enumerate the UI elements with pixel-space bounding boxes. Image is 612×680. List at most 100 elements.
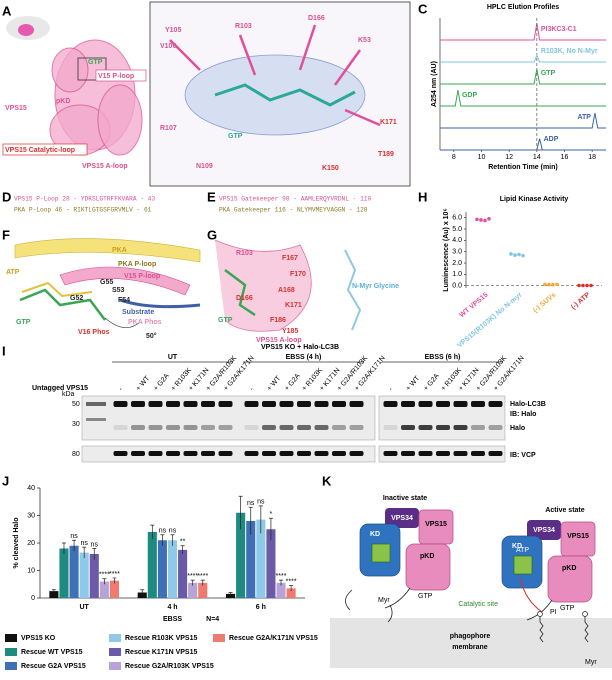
band <box>488 401 503 407</box>
y-tick-label: 0.0 <box>452 283 462 290</box>
band <box>183 451 198 456</box>
band <box>297 401 311 407</box>
residue-label: N109 <box>196 163 213 170</box>
bar <box>157 540 167 598</box>
panel-letter: C <box>418 1 428 16</box>
band <box>218 451 233 456</box>
marker-label: kDa <box>62 391 75 398</box>
trace-label: ATP <box>577 114 591 121</box>
bar <box>226 593 236 598</box>
structure-label: VPS15 Catalytic-loop <box>5 147 75 154</box>
band <box>349 401 364 407</box>
band <box>244 401 259 407</box>
band <box>383 401 398 407</box>
panel-letter: J <box>2 473 9 488</box>
band <box>314 425 329 430</box>
trace-label: R103K, No N-Myr <box>541 48 598 55</box>
bar <box>59 548 69 598</box>
significance-label: ns <box>247 500 255 507</box>
lipid <box>539 614 544 643</box>
legend-label: Rescue G2A VPS15 <box>21 663 86 670</box>
structure-label: 50° <box>146 332 157 340</box>
residue-label: R103 <box>236 250 253 257</box>
residue-label: T189 <box>378 151 394 158</box>
sequence-row: PKA Gatekeeper 116 - NLYMVMEYVAGGN - 128 <box>219 207 368 214</box>
nucleotide <box>21 281 93 298</box>
legend-label: Rescue G2A/K171N VPS15 <box>229 635 318 642</box>
error-bar <box>112 577 117 584</box>
data-point <box>589 283 593 288</box>
domain-label: KD <box>512 543 522 550</box>
structure-label: V16 Phos <box>78 329 110 336</box>
structure-label: VPS15 A-loop <box>82 163 128 170</box>
bar <box>198 582 208 598</box>
significance-label: ns <box>70 533 78 540</box>
bar <box>147 532 157 598</box>
band <box>244 451 259 456</box>
bar <box>256 519 266 598</box>
structure-label: V15 P-loop <box>98 73 134 80</box>
small-label: Myr <box>378 597 390 604</box>
band <box>471 401 485 407</box>
band <box>401 451 415 456</box>
error-bar <box>248 506 253 535</box>
angle-arc <box>104 317 141 328</box>
myr-chain <box>344 249 362 331</box>
band <box>279 451 294 456</box>
residue-label: N-Myr Glycine <box>352 283 399 290</box>
structure-label: S53 <box>112 287 125 294</box>
band <box>436 401 450 407</box>
y-tick-label: 6.0 <box>452 215 462 222</box>
bar <box>49 591 59 598</box>
data-point <box>547 282 551 287</box>
band <box>436 451 450 456</box>
y-tick-label: 2.0 <box>452 260 462 267</box>
legend-swatch <box>5 662 17 670</box>
significance-label: **** <box>99 572 110 579</box>
panel-letter: H <box>418 189 427 204</box>
band <box>349 425 364 430</box>
structure-label: V15 P-loop <box>124 273 160 280</box>
panel-letter: K <box>322 473 332 488</box>
legend-swatch <box>5 634 17 642</box>
structure-label: ATP <box>6 269 20 276</box>
x-tick-label: 4 h <box>167 604 177 611</box>
y-tick-label: 3.0 <box>452 249 462 256</box>
legend-swatch <box>109 648 121 656</box>
ligand <box>214 83 356 107</box>
structure-label: PKA P-loop <box>118 261 156 268</box>
significance-label: ns <box>91 541 99 548</box>
x-tick-label: 16 <box>561 154 569 161</box>
domain-label: pKD <box>562 565 576 572</box>
blot-label: IB: Halo <box>510 411 536 418</box>
band <box>332 401 346 407</box>
band <box>279 401 294 407</box>
panel-letter: I <box>2 343 6 358</box>
x-axis-label: EBSS <box>163 616 182 623</box>
error-bar <box>51 589 56 593</box>
panel-letter: E <box>207 189 216 204</box>
y-axis-label: Luminescence (Au) x 10⁶ <box>443 208 450 291</box>
marker-label: 30 <box>72 421 80 428</box>
legend-label: Rescue G2A/R103K VPS15 <box>125 663 214 670</box>
data-point <box>585 283 589 288</box>
small-label: GTP <box>418 593 433 600</box>
x-tick-label: 12 <box>505 154 513 161</box>
trace <box>440 138 606 151</box>
protein-surface <box>18 24 34 36</box>
bar <box>69 545 79 598</box>
structure-label: Substrate <box>122 309 154 316</box>
sequence-row: VPS15 Gatekeeper 98 - AAMLERQYVRDNL - 11… <box>219 196 372 203</box>
error-bar <box>102 578 107 585</box>
arrow <box>387 604 393 623</box>
vps34-domain <box>385 508 419 528</box>
band <box>453 401 468 407</box>
band <box>383 425 398 430</box>
error-bar <box>61 542 66 554</box>
membrane <box>330 618 612 668</box>
protein-ribbon <box>214 239 312 332</box>
structure-title-sup: pKD <box>56 98 70 105</box>
data-point <box>487 217 491 221</box>
significance-label: ** <box>180 539 186 546</box>
band <box>471 451 485 456</box>
